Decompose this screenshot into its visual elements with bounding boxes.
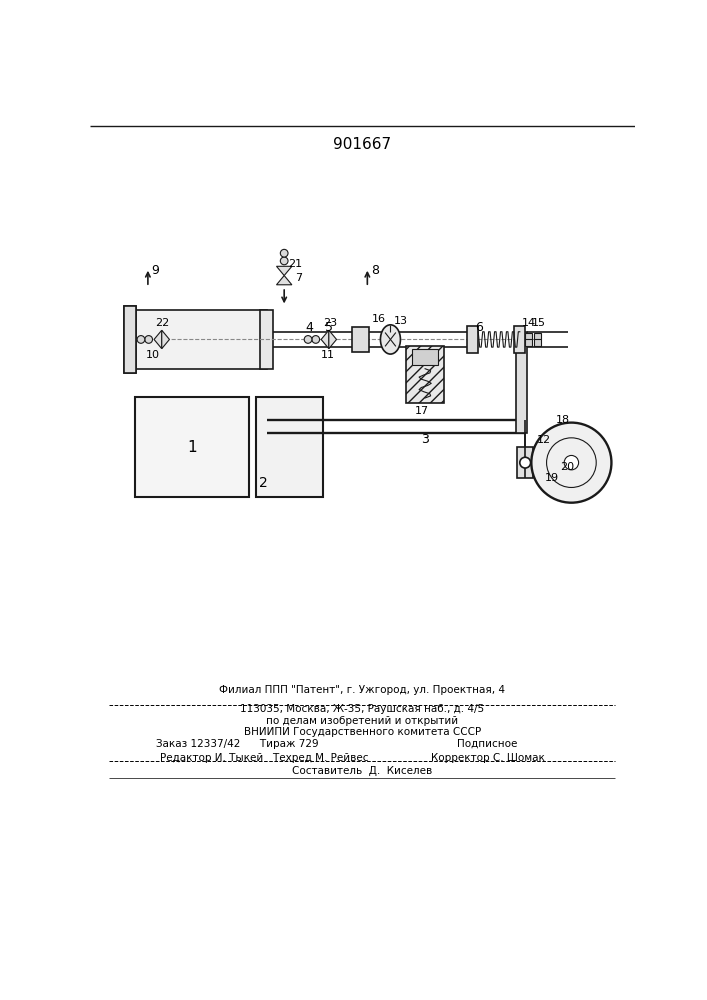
Text: ВНИИПИ Государственного комитета СССР: ВНИИПИ Государственного комитета СССР <box>244 727 481 737</box>
Circle shape <box>281 249 288 257</box>
Bar <box>514 326 525 353</box>
Circle shape <box>520 457 530 468</box>
Text: 3: 3 <box>421 433 429 446</box>
Polygon shape <box>329 330 337 349</box>
Text: 23: 23 <box>322 318 337 328</box>
Bar <box>516 332 527 433</box>
Text: Подписное: Подписное <box>457 739 518 749</box>
Circle shape <box>145 336 153 343</box>
Polygon shape <box>321 330 329 349</box>
Text: 5: 5 <box>325 321 333 334</box>
Circle shape <box>304 336 312 343</box>
Text: 18: 18 <box>556 415 570 425</box>
Circle shape <box>312 336 320 343</box>
Bar <box>135 397 249 497</box>
Text: 8: 8 <box>371 264 379 277</box>
Text: Составитель  Д.  Киселев: Составитель Д. Киселев <box>292 766 433 776</box>
Bar <box>412 349 438 365</box>
Text: 1: 1 <box>187 440 197 455</box>
Text: Редактор И. Тыкей   Техред М. Рейвес: Редактор И. Тыкей Техред М. Рейвес <box>160 753 368 763</box>
Bar <box>352 327 369 352</box>
Text: по делам изобретений и открытий: по делам изобретений и открытий <box>267 716 458 726</box>
Text: 21: 21 <box>288 259 302 269</box>
Bar <box>534 333 541 346</box>
Text: 17: 17 <box>415 406 429 416</box>
Ellipse shape <box>380 325 400 354</box>
Text: 19: 19 <box>544 473 559 483</box>
Text: 901667: 901667 <box>333 137 391 152</box>
Text: 20: 20 <box>560 462 574 472</box>
Bar <box>467 326 478 353</box>
Text: 4: 4 <box>305 321 314 334</box>
Text: 7: 7 <box>295 273 302 283</box>
Text: 2: 2 <box>259 476 268 490</box>
Text: 16: 16 <box>372 314 386 324</box>
Text: 13: 13 <box>395 316 409 326</box>
Bar <box>124 306 136 373</box>
Bar <box>259 310 274 369</box>
Bar <box>406 346 444 403</box>
Circle shape <box>281 257 288 265</box>
Text: 12: 12 <box>537 435 551 445</box>
Text: 10: 10 <box>146 350 160 360</box>
Circle shape <box>532 423 612 503</box>
Circle shape <box>137 336 145 343</box>
Text: 22: 22 <box>156 318 170 328</box>
Text: Корректор С. Шомак: Корректор С. Шомак <box>431 753 544 763</box>
Bar <box>256 397 324 497</box>
Bar <box>518 447 533 478</box>
Text: Заказ 12337/42      Тираж 729: Заказ 12337/42 Тираж 729 <box>156 739 318 749</box>
Text: 11: 11 <box>321 350 335 360</box>
Bar <box>135 310 267 369</box>
Text: Филиал ППП "Патент", г. Ужгород, ул. Проектная, 4: Филиал ППП "Патент", г. Ужгород, ул. Про… <box>219 685 506 695</box>
Circle shape <box>564 455 578 470</box>
Bar <box>525 333 532 346</box>
Text: 9: 9 <box>152 264 160 277</box>
Bar <box>124 306 136 373</box>
Polygon shape <box>162 330 170 349</box>
Text: 113035, Москва, Ж-35, Раушская наб., д. 4/5: 113035, Москва, Ж-35, Раушская наб., д. … <box>240 704 484 714</box>
Text: 6: 6 <box>475 321 483 334</box>
Polygon shape <box>154 330 162 349</box>
Polygon shape <box>276 266 292 276</box>
Text: 15: 15 <box>532 318 546 328</box>
Polygon shape <box>276 276 292 285</box>
Text: 14: 14 <box>522 318 536 328</box>
